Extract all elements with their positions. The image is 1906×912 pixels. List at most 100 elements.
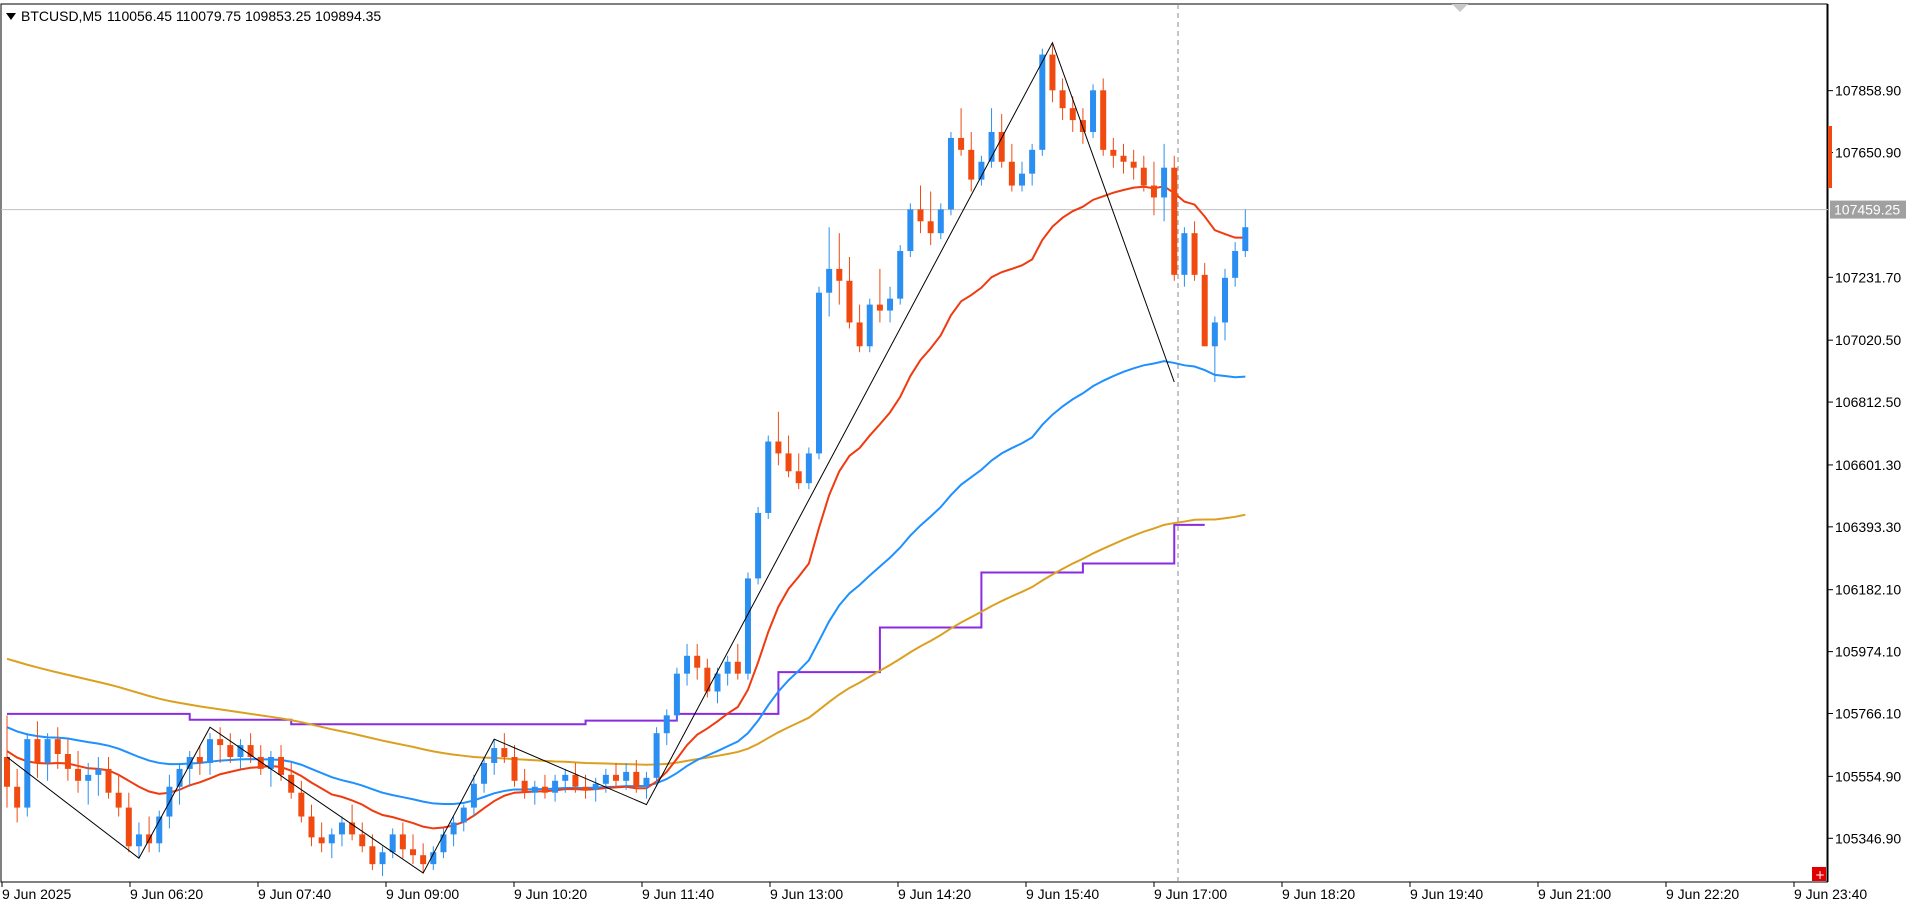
- candle-bear: [927, 221, 934, 234]
- candle-bear: [1201, 274, 1208, 347]
- step-indicator: [7, 523, 1205, 726]
- candle-bull: [135, 834, 142, 847]
- candle-bull: [491, 748, 498, 763]
- price-tick-label: 107231.70: [1835, 269, 1901, 285]
- candle-bear: [318, 837, 325, 844]
- candle-bull: [552, 780, 559, 793]
- zigzag-line: [6, 41, 1175, 874]
- candle-bear: [64, 754, 71, 769]
- candle-bull: [237, 745, 244, 757]
- candle-bear: [917, 209, 924, 222]
- price-tick-label: 106812.50: [1835, 394, 1901, 410]
- ema-mid-line: [6, 360, 1246, 806]
- price-tick-label: 105766.10: [1835, 706, 1901, 722]
- ema-fast-line: [6, 185, 1246, 830]
- candle-bear: [704, 667, 711, 692]
- candle-bull: [684, 655, 691, 674]
- candle-bear: [298, 792, 305, 817]
- chart-shift-marker-icon[interactable]: [1452, 4, 1468, 12]
- price-tick-label: 107650.90: [1835, 145, 1901, 161]
- time-tick-label: 9 Jun 14:20: [898, 886, 971, 902]
- candle-bull: [866, 304, 873, 347]
- candle-bear: [54, 739, 61, 755]
- time-tick-label: 9 Jun 15:40: [1026, 886, 1099, 902]
- candle-bear: [349, 822, 356, 835]
- candle-bear: [196, 756, 203, 763]
- time-tick-label: 9 Jun 19:40: [1410, 886, 1483, 902]
- candle-bull: [1242, 227, 1249, 252]
- candle-bear: [856, 322, 863, 347]
- candle-bear: [1049, 54, 1056, 91]
- time-tick-label: 9 Jun 13:00: [770, 886, 843, 902]
- candle-bear: [1120, 155, 1127, 162]
- candle-bull: [1232, 251, 1239, 278]
- candle-bear: [876, 304, 883, 311]
- candle-bull: [207, 739, 213, 763]
- candle-bull: [947, 137, 954, 210]
- candle-bear: [1059, 90, 1066, 109]
- candle-bear: [775, 441, 782, 454]
- candle-bull: [85, 774, 92, 781]
- candle-bear: [75, 768, 82, 781]
- candle-bull: [653, 733, 660, 778]
- candle-bull: [805, 453, 812, 484]
- candle-bull: [744, 578, 751, 674]
- candle-bear: [4, 756, 10, 787]
- candle-bear: [795, 471, 802, 484]
- current-price-tag-bg: [1830, 200, 1906, 219]
- candle-bull: [176, 768, 183, 787]
- candle-bear: [1069, 108, 1076, 121]
- candle-bear: [521, 780, 528, 793]
- candle-bear: [125, 807, 132, 847]
- candle-bull: [44, 739, 51, 763]
- candle-bear: [1130, 161, 1137, 168]
- time-tick-label: 9 Jun 21:00: [1538, 886, 1611, 902]
- price-tick-label: 106393.30: [1835, 519, 1901, 535]
- candle-bull: [1211, 322, 1218, 347]
- candle-bear: [694, 655, 701, 668]
- candle-bull: [592, 783, 599, 790]
- candle-bear: [541, 786, 548, 793]
- candle-bear: [369, 846, 376, 865]
- candle-bull: [379, 852, 386, 865]
- expand-button[interactable]: [1812, 867, 1826, 881]
- price-tick-label: 105554.90: [1835, 768, 1901, 784]
- candle-bull: [531, 786, 538, 793]
- candle-bull: [978, 161, 985, 180]
- candle-bull: [602, 774, 609, 784]
- candle-bull: [24, 739, 31, 808]
- candle-bear: [501, 748, 508, 757]
- candle-bull: [156, 816, 163, 844]
- candle-bear: [308, 816, 315, 838]
- time-tick-label: 9 Jun 23:40: [1794, 886, 1867, 902]
- candle-bear: [836, 268, 843, 281]
- plus-icon[interactable]: +: [1815, 868, 1825, 882]
- candle-bull: [1222, 277, 1228, 323]
- step-line: [7, 523, 1205, 726]
- candle-bull: [826, 268, 833, 293]
- chart-menu-icon[interactable]: [6, 12, 16, 20]
- candle-bear: [105, 768, 112, 793]
- candle-bull: [765, 441, 772, 513]
- time-tick-label: 9 Jun 09:00: [386, 886, 459, 902]
- candle-bull: [440, 834, 447, 853]
- time-tick-label: 9 Jun 17:00: [1154, 886, 1227, 902]
- candle-bear: [846, 280, 853, 323]
- candle-bear: [14, 786, 21, 808]
- candle-bull: [450, 822, 457, 835]
- time-tick-label: 9 Jun 06:20: [130, 886, 203, 902]
- candle-bear: [511, 756, 518, 781]
- price-axis: 107858.90 107650.90 107231.70 107020.50 1068…: [1828, 83, 1901, 846]
- candle-bull: [460, 807, 467, 823]
- price-tick-label: 107858.90: [1835, 83, 1901, 99]
- candle-bull: [663, 715, 670, 734]
- candle-bull: [988, 131, 995, 162]
- symbol-label: BTCUSD,M5: [21, 8, 102, 24]
- time-tick-label: 9 Jun 2025: [2, 886, 71, 902]
- time-tick-label: 9 Jun 11:40: [642, 886, 714, 902]
- candle-bull: [724, 661, 731, 674]
- ohlc-readout: 110056.45 110079.75 109853.25 109894.35: [106, 8, 382, 24]
- candle-bear: [359, 834, 366, 847]
